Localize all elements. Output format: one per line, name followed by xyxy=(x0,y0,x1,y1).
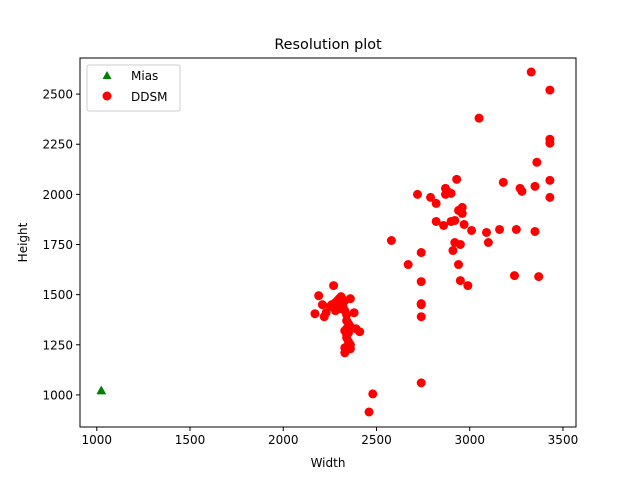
y-tick-label: 2500 xyxy=(42,88,73,102)
data-point-circle xyxy=(448,246,458,256)
data-point-triangle xyxy=(97,386,107,395)
data-point-circle xyxy=(345,294,355,304)
data-point-circle xyxy=(334,304,344,314)
y-tick-label: 1000 xyxy=(42,388,73,402)
data-point-circle xyxy=(431,198,441,208)
data-point-circle xyxy=(474,113,484,123)
plot-frame xyxy=(79,57,577,428)
data-point-circle xyxy=(498,177,508,187)
data-point-circle xyxy=(349,308,359,318)
data-point-circle xyxy=(439,220,449,230)
data-point-circle xyxy=(545,138,555,148)
y-tick-label: 1750 xyxy=(42,238,73,252)
x-tick-label: 3000 xyxy=(454,433,485,447)
data-point-circle xyxy=(416,248,426,258)
data-point-circle xyxy=(526,67,536,77)
data-point-circle xyxy=(545,192,555,202)
data-point-circle xyxy=(530,181,540,191)
y-axis-label: Height xyxy=(16,222,30,262)
data-point-circle xyxy=(534,272,544,282)
data-point-circle xyxy=(532,157,542,167)
x-axis-label: Width xyxy=(311,456,346,470)
data-point-circle xyxy=(319,312,329,322)
series-ddsm xyxy=(310,67,555,417)
y-tick-label: 1500 xyxy=(42,288,73,302)
y-tick-label: 1250 xyxy=(42,338,73,352)
data-point-circle xyxy=(545,175,555,185)
data-point-circle xyxy=(455,240,465,250)
data-point-circle xyxy=(368,389,378,399)
legend-frame xyxy=(86,64,181,112)
x-axis: 1000 1500 2000 2500 3000 3500 xyxy=(82,427,579,447)
data-point-circle xyxy=(450,215,460,225)
legend-label-mias: Mias xyxy=(131,69,158,83)
legend-label-ddsm: DDSM xyxy=(131,90,167,104)
y-tick-label: 2000 xyxy=(42,188,73,202)
x-tick-label: 2000 xyxy=(268,433,299,447)
data-point-circle xyxy=(340,348,350,358)
data-point-circle xyxy=(467,225,477,235)
y-axis: 1000 1250 1500 1750 2000 2250 2500 xyxy=(42,88,80,402)
legend-circle-icon xyxy=(102,91,112,101)
data-point-circle xyxy=(403,260,413,270)
data-point-circle xyxy=(545,85,555,95)
data-point-circle xyxy=(355,327,365,337)
x-tick-label: 2500 xyxy=(361,433,392,447)
data-point-circle xyxy=(459,219,469,229)
data-point-circle xyxy=(455,276,465,286)
data-point-circle xyxy=(386,235,396,245)
data-point-circle xyxy=(463,281,473,291)
points-layer xyxy=(96,67,555,417)
x-tick-label: 1000 xyxy=(82,433,113,447)
data-point-circle xyxy=(314,291,324,301)
data-point-circle xyxy=(511,224,521,234)
data-point-circle xyxy=(310,309,320,319)
data-point-circle xyxy=(454,260,464,270)
data-point-circle xyxy=(530,226,540,236)
data-point-circle xyxy=(495,224,505,234)
legend-triangle-icon xyxy=(102,71,112,79)
data-point-circle xyxy=(426,192,436,202)
chart-title: Resolution plot xyxy=(274,37,382,53)
data-point-circle xyxy=(481,227,491,237)
data-point-circle xyxy=(317,300,327,310)
series-mias xyxy=(96,385,107,395)
x-tick-label: 1500 xyxy=(175,433,206,447)
data-point-circle xyxy=(483,238,493,247)
y-tick-label: 2250 xyxy=(42,138,73,152)
data-point-circle xyxy=(416,277,426,287)
data-point-circle xyxy=(431,216,441,226)
legend: Mias DDSM xyxy=(86,64,181,112)
data-point-circle xyxy=(413,189,423,199)
data-point-circle xyxy=(457,208,467,218)
data-point-circle xyxy=(364,407,374,417)
data-point-circle xyxy=(416,378,426,388)
data-point-circle xyxy=(452,174,462,184)
data-point-circle xyxy=(517,186,527,196)
data-point-circle xyxy=(509,271,519,281)
data-point-circle xyxy=(329,281,339,291)
data-point-circle xyxy=(416,312,426,322)
data-point-circle xyxy=(440,189,450,199)
x-tick-label: 3500 xyxy=(548,433,579,447)
data-point-circle xyxy=(416,300,426,310)
